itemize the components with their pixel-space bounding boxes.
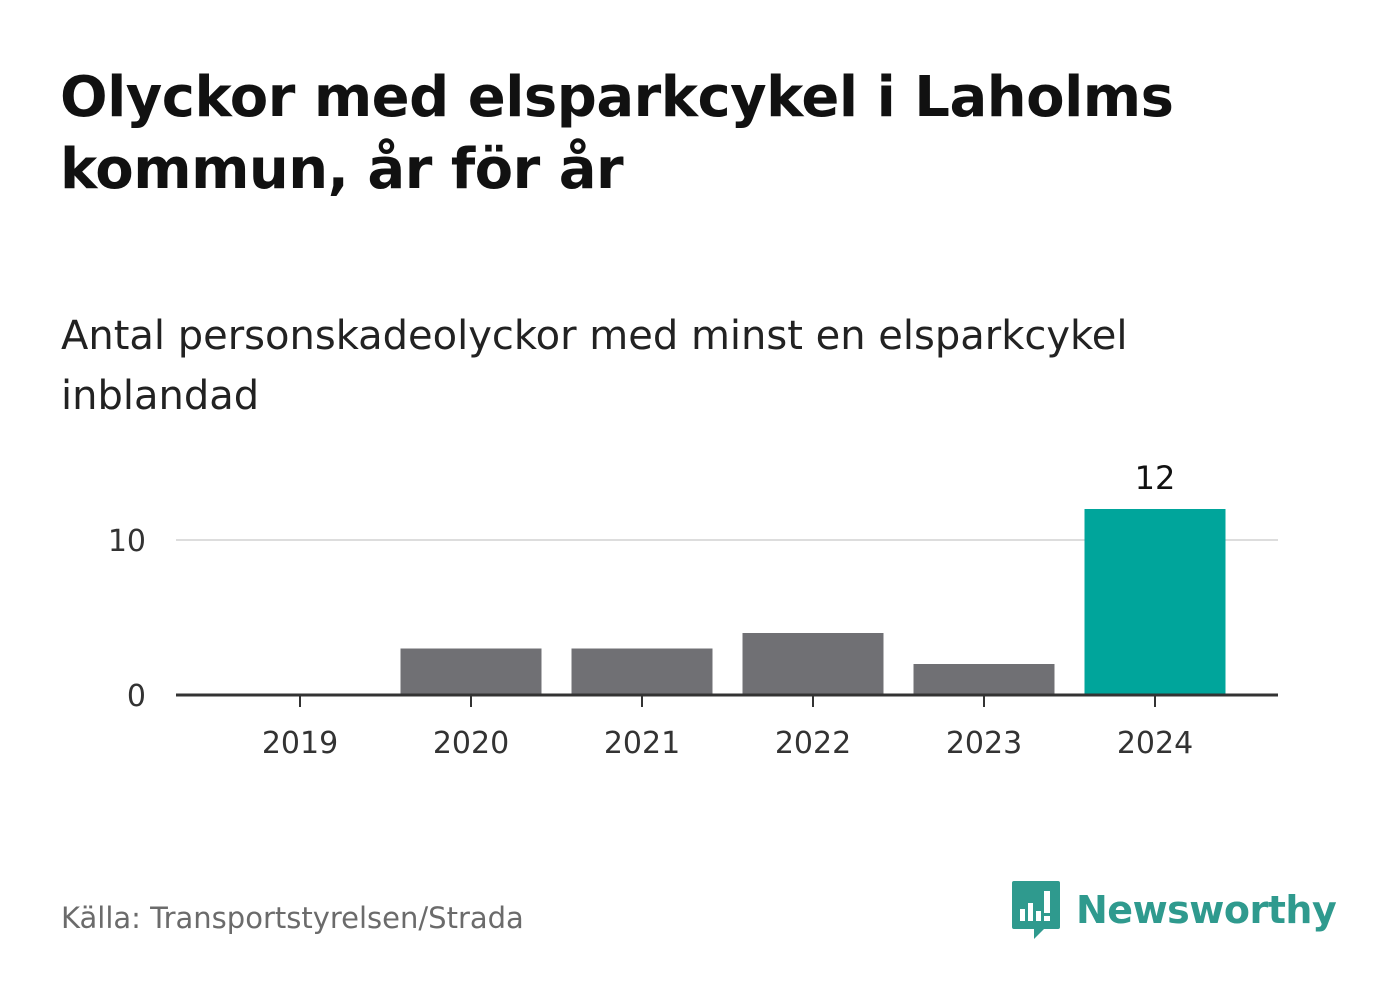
x-tick-label: 2023 xyxy=(946,726,1022,761)
brand-name: Newsworthy xyxy=(1076,888,1337,932)
chart-subtitle: Antal personskadeolyckor med minst en el… xyxy=(61,313,1128,419)
bar-2020 xyxy=(400,648,542,695)
x-tick-label: 2019 xyxy=(262,726,338,761)
chart-title: Olyckor med elsparkcykel i Laholms kommu… xyxy=(60,65,1174,202)
newsworthy-logo: Newsworthy xyxy=(1010,878,1337,942)
bar-chart: 0 10 2019 2020 2021 2022 2023 2024 12 xyxy=(108,459,1278,761)
y-tick-label: 10 xyxy=(108,524,146,559)
x-tick-label: 2022 xyxy=(775,726,851,761)
source-note: Källa: Transportstyrelsen/Strada xyxy=(61,901,524,935)
bar-2021 xyxy=(571,648,713,695)
x-tick-label: 2020 xyxy=(433,726,509,761)
bar-2023 xyxy=(913,664,1055,695)
y-tick-label: 0 xyxy=(127,679,146,714)
bar-2022 xyxy=(742,633,884,695)
x-tick-label: 2024 xyxy=(1117,726,1193,761)
x-tick-label: 2021 xyxy=(604,726,680,761)
data-label: 12 xyxy=(1135,459,1176,497)
bar-2024 xyxy=(1084,509,1226,695)
newsworthy-logo-icon xyxy=(1012,881,1060,939)
